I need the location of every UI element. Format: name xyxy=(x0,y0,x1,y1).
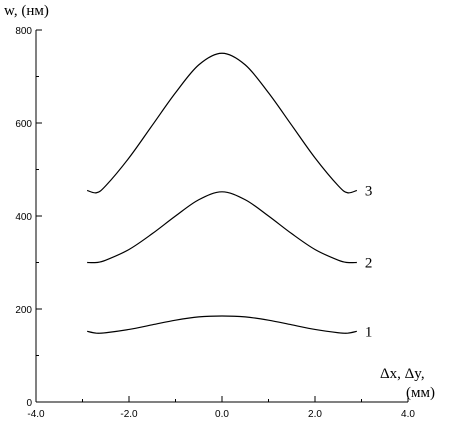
x-tick-label: -4.0 xyxy=(27,409,45,420)
x-tick-label: -2.0 xyxy=(120,409,138,420)
series-line-2 xyxy=(87,191,357,264)
x-tick-label: 4.0 xyxy=(401,409,415,420)
y-axis-title: w, (нм) xyxy=(4,3,49,19)
curves-layer xyxy=(86,52,358,334)
x-tick-label: 0.0 xyxy=(215,409,229,420)
series-line-1 xyxy=(87,315,357,334)
ticks-layer xyxy=(35,29,409,403)
series-line-3 xyxy=(86,52,358,194)
labels-layer: 0 200 400 600 800 -4.0 -2.0 0.0 2.0 4.0 1 2 3 xyxy=(15,26,415,420)
series-label-1: 1 xyxy=(365,324,373,340)
series-label-3: 3 xyxy=(365,183,373,199)
y-tick-label: 400 xyxy=(15,212,32,223)
x-axis-title-line2: (мм) xyxy=(406,385,435,401)
y-tick-label: 600 xyxy=(15,119,32,130)
series-label-2: 2 xyxy=(365,256,373,272)
x-axis-title-line1: Δx, Δy, xyxy=(380,366,425,382)
y-tick-label: 0 xyxy=(26,398,32,409)
y-tick-label: 800 xyxy=(15,26,32,37)
y-tick-label: 200 xyxy=(15,305,32,316)
x-tick-label: 2.0 xyxy=(308,409,322,420)
